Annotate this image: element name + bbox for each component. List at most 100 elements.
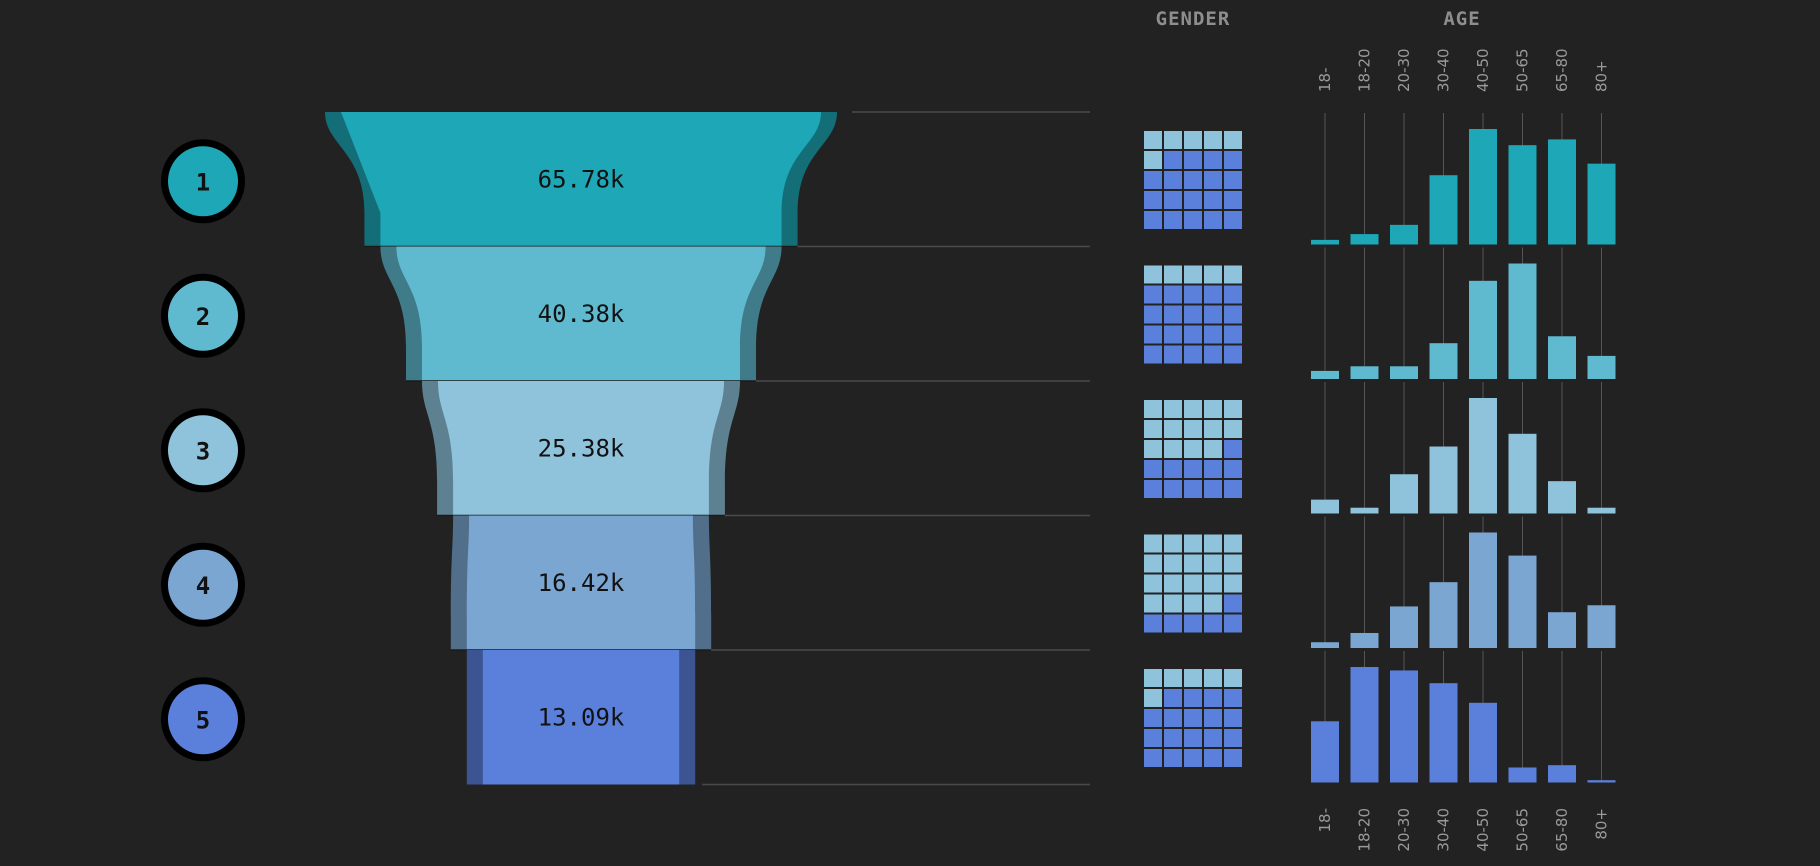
- waffle-cell-female: [1224, 400, 1242, 418]
- waffle-cell-female: [1144, 554, 1162, 573]
- gender-waffle: [1144, 534, 1242, 633]
- waffle-cell-male: [1224, 594, 1242, 613]
- age-tick-label: 80+: [1593, 60, 1611, 92]
- age-bar: [1350, 667, 1379, 783]
- age-tick-label: 40-50: [1474, 48, 1492, 92]
- waffle-cell-female: [1204, 669, 1222, 687]
- waffle-cell-male: [1204, 689, 1222, 707]
- waffle-cell-male: [1164, 614, 1182, 633]
- row-separators: [702, 111, 1090, 786]
- age-tick-label: 18-20: [1356, 48, 1374, 92]
- waffle-cell-male: [1184, 460, 1202, 478]
- age-bar-charts: [1311, 113, 1616, 783]
- waffle-cell-female: [1184, 534, 1202, 553]
- waffle-cell-male: [1184, 709, 1202, 727]
- waffle-cell-male: [1144, 480, 1162, 498]
- waffle-cell-male: [1204, 191, 1222, 209]
- waffle-cell-female: [1164, 554, 1182, 573]
- badge-number: 4: [196, 572, 210, 600]
- waffle-cell-male: [1224, 460, 1242, 478]
- age-bar: [1429, 175, 1458, 245]
- waffle-cell-male: [1184, 305, 1202, 324]
- waffle-cell-female: [1224, 669, 1242, 687]
- waffle-cell-female: [1164, 265, 1182, 284]
- waffle-cell-female: [1144, 669, 1162, 687]
- waffle-cell-male: [1164, 285, 1182, 304]
- age-bar: [1469, 702, 1497, 783]
- waffle-cell-male: [1184, 211, 1202, 229]
- waffle-cell-male: [1164, 460, 1182, 478]
- age-bar: [1508, 145, 1537, 245]
- age-bar: [1390, 366, 1418, 379]
- badge-fill: [168, 549, 238, 620]
- funnel-value-label: 25.38k: [538, 434, 625, 462]
- waffle-cell-male: [1184, 171, 1202, 189]
- waffle-cell-male: [1164, 749, 1182, 767]
- waffle-cell-male: [1144, 345, 1162, 364]
- age-bar: [1587, 605, 1616, 648]
- waffle-cell-female: [1224, 131, 1242, 149]
- age-chart: [1311, 247, 1616, 379]
- age-bar: [1469, 398, 1497, 514]
- waffle-cell-male: [1224, 729, 1242, 747]
- age-header: AGE: [1443, 8, 1480, 30]
- age-bar: [1469, 532, 1497, 648]
- waffle-cell-male: [1144, 171, 1162, 189]
- funnel-segment: [341, 112, 821, 247]
- waffle-cell-female: [1204, 534, 1222, 553]
- funnel-segment: [396, 246, 766, 381]
- age-bar: [1390, 606, 1418, 648]
- waffle-cell-male: [1224, 614, 1242, 633]
- waffle-cell-female: [1144, 265, 1162, 284]
- waffle-cell-male: [1204, 325, 1222, 344]
- gender-waffle: [1144, 669, 1242, 767]
- waffle-cell-female: [1144, 534, 1162, 553]
- funnel-segment: [482, 650, 680, 785]
- age-tick-label: 20-30: [1395, 48, 1413, 92]
- stage-badge: 2: [161, 273, 245, 358]
- waffle-cell-female: [1184, 594, 1202, 613]
- waffle-cell-female: [1144, 574, 1162, 593]
- funnel-segment: [437, 381, 725, 516]
- age-bar: [1311, 499, 1339, 514]
- age-bar: [1508, 433, 1537, 514]
- age-bar: [1311, 642, 1339, 648]
- stage-badges: 1 2 3 4 5: [161, 139, 245, 762]
- waffle-cell-male: [1164, 325, 1182, 344]
- age-tick-label: 40-50: [1474, 808, 1492, 852]
- waffle-cell-male: [1224, 345, 1242, 364]
- waffle-cell-female: [1184, 554, 1202, 573]
- gender-waffles: [1144, 131, 1242, 767]
- waffle-cell-male: [1204, 151, 1222, 169]
- waffle-cell-male: [1144, 709, 1162, 727]
- waffle-cell-female: [1184, 400, 1202, 418]
- waffle-cell-male: [1144, 614, 1162, 633]
- age-ticks-bottom: 18- 18-20 20-30 30-40 40-50 50-65 65-80 80+: [1316, 808, 1611, 852]
- funnel-value-label: 40.38k: [538, 300, 625, 328]
- age-tick-label: 65-80: [1553, 48, 1571, 92]
- waffle-cell-male: [1184, 614, 1202, 633]
- waffle-cell-male: [1184, 191, 1202, 209]
- waffle-cell-male: [1164, 480, 1182, 498]
- funnel-segment: [466, 515, 696, 650]
- age-bar: [1548, 336, 1576, 379]
- waffle-cell-female: [1224, 534, 1242, 553]
- waffle-cell-male: [1184, 151, 1202, 169]
- waffle-cell-male: [1224, 325, 1242, 344]
- waffle-cell-female: [1204, 131, 1222, 149]
- waffle-cell-male: [1184, 729, 1202, 747]
- age-ticks-top: 18- 18-20 20-30 30-40 40-50 50-65 65-80 80+: [1316, 48, 1611, 92]
- waffle-cell-female: [1204, 574, 1222, 593]
- waffle-cell-male: [1144, 211, 1162, 229]
- age-bar: [1429, 582, 1458, 648]
- waffle-cell-male: [1144, 191, 1162, 209]
- age-tick-label: 30-40: [1435, 808, 1453, 852]
- gender-waffle: [1144, 400, 1242, 498]
- waffle-cell-male: [1224, 171, 1242, 189]
- waffle-cell-male: [1164, 151, 1182, 169]
- funnel: 65.78k 40.38k 25.38k 16.42k 13.09k: [325, 112, 837, 785]
- waffle-cell-female: [1144, 440, 1162, 458]
- gender-waffle: [1144, 265, 1242, 364]
- waffle-cell-male: [1164, 171, 1182, 189]
